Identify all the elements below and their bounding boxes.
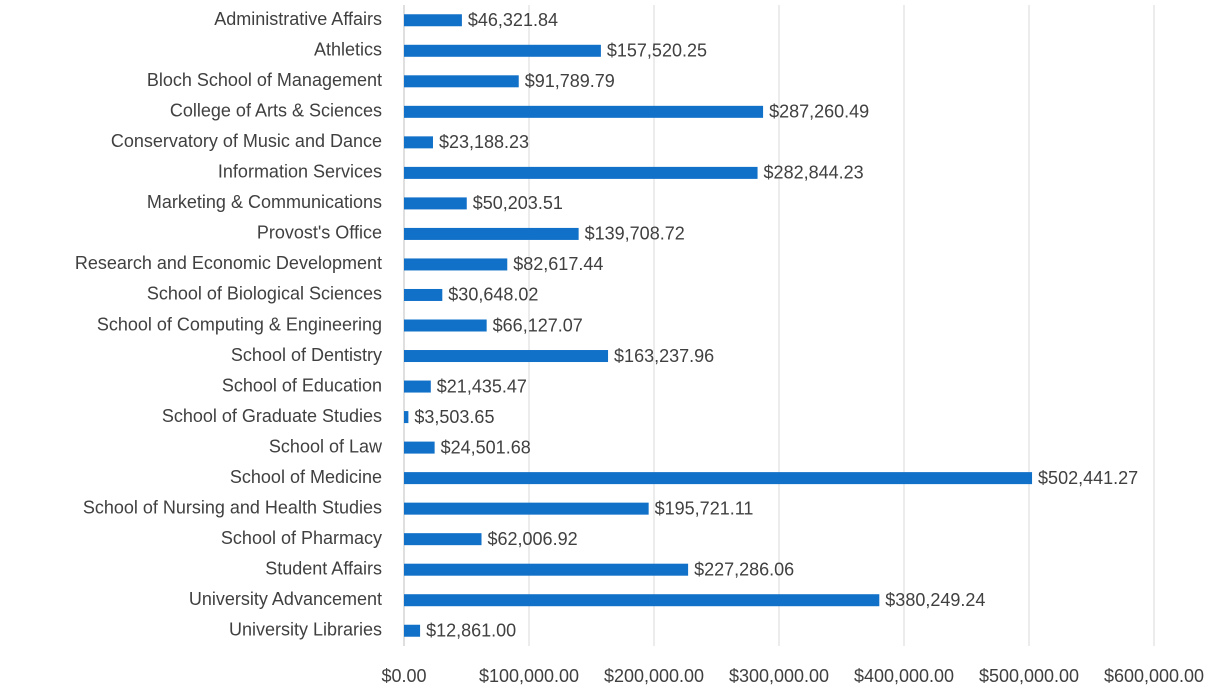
x-tick-label: $600,000.00	[1104, 666, 1204, 686]
bar	[404, 288, 443, 301]
bar	[404, 441, 435, 454]
data-label: $62,006.92	[488, 529, 578, 549]
y-tick-label: Athletics	[314, 40, 382, 60]
y-tick-label: School of Medicine	[230, 467, 382, 487]
data-label: $195,721.11	[655, 498, 754, 518]
x-tick-label: $300,000.00	[729, 666, 829, 686]
bar	[404, 227, 579, 240]
bar	[404, 319, 487, 332]
data-label: $23,188.23	[439, 132, 529, 152]
bar	[404, 166, 758, 179]
y-tick-label: Bloch School of Management	[147, 70, 382, 90]
y-tick-label: Research and Economic Development	[75, 253, 382, 273]
bar	[404, 197, 467, 210]
bar	[404, 594, 880, 607]
data-label: $157,520.25	[607, 41, 707, 61]
data-label: $46,321.84	[468, 10, 558, 30]
y-tick-label: Provost's Office	[257, 223, 382, 243]
bar	[404, 502, 649, 515]
y-tick-label: College of Arts & Sciences	[170, 101, 382, 121]
data-label: $30,648.02	[448, 285, 538, 305]
bar	[404, 472, 1033, 485]
y-tick-label: University Advancement	[189, 589, 382, 609]
bar	[404, 624, 421, 637]
data-label: $163,237.96	[614, 346, 714, 366]
data-label: $50,203.51	[473, 193, 563, 213]
x-tick-label: $500,000.00	[979, 666, 1079, 686]
bar	[404, 411, 409, 424]
bar	[404, 105, 764, 118]
bar	[404, 258, 508, 271]
y-tick-label: School of Computing & Engineering	[97, 314, 382, 334]
y-tick-label: School of Dentistry	[231, 345, 382, 365]
bar	[404, 380, 431, 393]
bar	[404, 563, 689, 576]
bar	[404, 533, 482, 546]
data-label: $12,861.00	[426, 620, 516, 640]
y-tick-label: School of Biological Sciences	[147, 284, 382, 304]
bar	[404, 136, 433, 149]
data-label: $24,501.68	[441, 437, 531, 457]
bar	[404, 350, 609, 363]
data-label: $282,844.23	[764, 163, 864, 183]
data-label: $3,503.65	[414, 407, 494, 427]
data-label: $82,617.44	[513, 254, 603, 274]
data-label: $21,435.47	[437, 376, 527, 396]
y-tick-label: School of Nursing and Health Studies	[83, 497, 382, 517]
bar	[404, 75, 519, 88]
data-label: $287,260.49	[769, 102, 869, 122]
y-tick-label: School of Law	[269, 436, 383, 456]
x-tick-label: $0.00	[381, 666, 426, 686]
data-label: $502,441.27	[1038, 468, 1138, 488]
data-label: $139,708.72	[585, 224, 685, 244]
y-tick-label: Administrative Affairs	[214, 9, 382, 29]
y-tick-label: Marketing & Communications	[147, 192, 382, 212]
y-tick-label: Conservatory of Music and Dance	[111, 131, 382, 151]
x-tick-label: $100,000.00	[479, 666, 579, 686]
data-label: $380,249.24	[885, 590, 985, 610]
y-tick-label: School of Graduate Studies	[162, 406, 382, 426]
y-tick-label: University Libraries	[229, 619, 382, 639]
y-tick-label: School of Education	[222, 375, 382, 395]
x-tick-label: $200,000.00	[604, 666, 704, 686]
bar	[404, 14, 462, 27]
data-label: $227,286.06	[694, 559, 794, 579]
data-label: $66,127.07	[493, 315, 583, 335]
data-label: $91,789.79	[525, 71, 615, 91]
x-tick-label: $400,000.00	[854, 666, 954, 686]
y-tick-label: Student Affairs	[265, 558, 382, 578]
bar	[404, 44, 601, 57]
y-tick-label: School of Pharmacy	[221, 528, 382, 548]
y-tick-label: Information Services	[218, 162, 382, 182]
